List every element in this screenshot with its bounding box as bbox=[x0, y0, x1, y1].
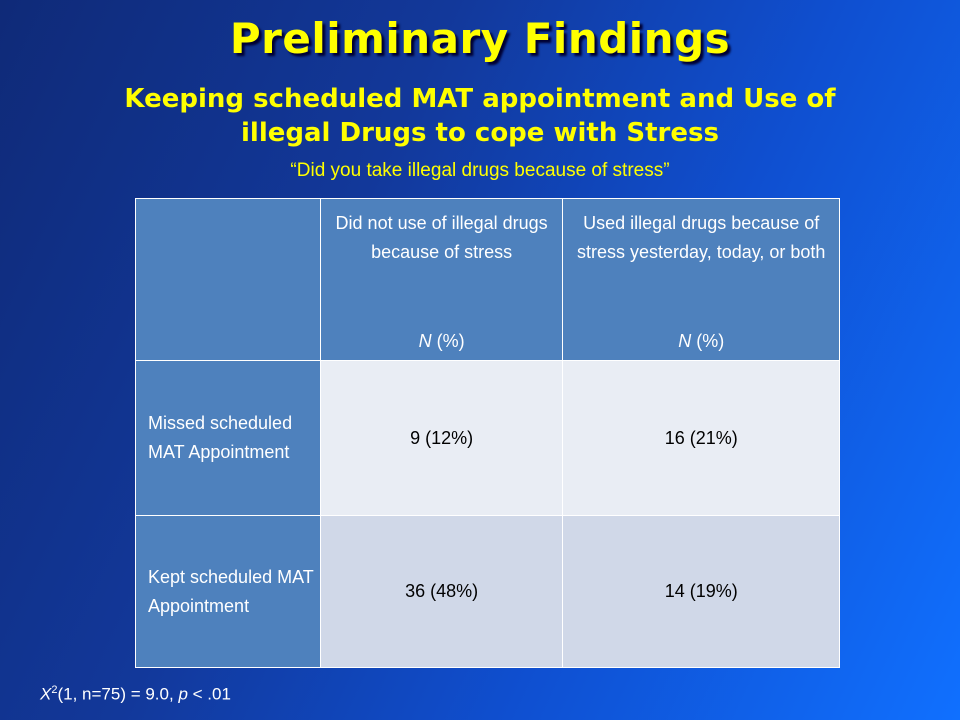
table-cell: 14 (19%) bbox=[562, 515, 840, 668]
subtitle-line-1: Keeping scheduled MAT appointment and Us… bbox=[124, 84, 836, 114]
header-drug-use: Used illegal drugs because of stress yes… bbox=[562, 198, 840, 361]
header-no-drug-use: Did not use of illegal drugs because of … bbox=[319, 198, 564, 361]
header-unit: N (%) bbox=[418, 331, 465, 351]
findings-table: Did not use of illegal drugs because of … bbox=[135, 198, 840, 668]
survey-question: “Did you take illegal drugs because of s… bbox=[290, 160, 670, 181]
table-row: Missed scheduled MAT Appointment 9 (12%)… bbox=[135, 360, 840, 516]
slide-title: Preliminary Findings bbox=[229, 14, 731, 63]
table-cell: 36 (48%) bbox=[319, 515, 564, 668]
header-empty-cell bbox=[135, 198, 321, 361]
header-label: Did not use of illegal drugs because of … bbox=[335, 213, 548, 262]
row-label-missed: Missed scheduled MAT Appointment bbox=[135, 360, 321, 516]
chi-square-statistic: X2(1, n=75) = 9.0, p < .01 bbox=[40, 684, 231, 704]
header-label: Used illegal drugs because of stress yes… bbox=[576, 213, 826, 262]
table-header-row: Did not use of illegal drugs because of … bbox=[135, 198, 840, 361]
table-cell: 16 (21%) bbox=[562, 360, 840, 516]
subtitle-line-2: illegal Drugs to cope with Stress bbox=[241, 118, 719, 148]
table-row: Kept scheduled MAT Appointment 36 (48%) … bbox=[135, 515, 840, 668]
slide-subtitle: Keeping scheduled MAT appointment and Us… bbox=[0, 82, 960, 150]
header-unit: N (%) bbox=[678, 331, 725, 351]
row-label-kept: Kept scheduled MAT Appointment bbox=[135, 515, 321, 668]
table-cell: 9 (12%) bbox=[319, 360, 564, 516]
